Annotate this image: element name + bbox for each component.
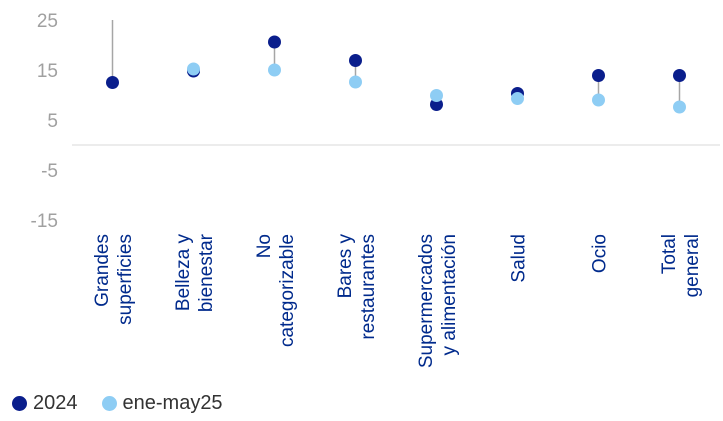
legend-marker-2024 xyxy=(12,396,27,411)
x-tick-label: Grandes superficies xyxy=(92,234,136,325)
x-tick-label: Belleza y bienestar xyxy=(173,233,217,312)
marker-ene-may25 xyxy=(187,62,200,76)
x-tick-label: Ocio xyxy=(590,234,611,273)
marker-2024 xyxy=(268,35,281,49)
y-tick-label: -15 xyxy=(31,211,58,232)
x-tick-label-line: Belleza y xyxy=(173,234,194,312)
legend-item-ene-may25: ene-may25 xyxy=(101,392,223,415)
legend-label-2024: 2024 xyxy=(33,392,78,414)
x-tick-label: Supermercados y alimentación xyxy=(416,234,460,368)
x-tick-label-line: No xyxy=(254,234,275,258)
x-tick-label: Salud xyxy=(509,234,530,283)
x-tick-label-line: superficies xyxy=(115,234,136,325)
x-tick-label-line: general xyxy=(682,234,703,297)
x-tick-label-line: restaurantes xyxy=(358,234,379,340)
marker-ene-may25 xyxy=(430,89,443,102)
data-markers xyxy=(106,35,686,114)
y-tick-label: 15 xyxy=(37,61,58,82)
x-tick-label-line: Bares y xyxy=(335,234,356,299)
x-tick-label-line: Grandes xyxy=(92,234,113,307)
x-tick-label: Bares y restaurantes xyxy=(335,234,379,340)
marker-ene-may25 xyxy=(349,75,362,89)
marker-2024 xyxy=(592,69,605,82)
marker-ene-may25 xyxy=(592,93,605,107)
x-tick-label-line: Salud xyxy=(509,234,530,283)
marker-2024 xyxy=(349,54,362,67)
marker-ene-may25 xyxy=(673,100,686,114)
x-tick-label-line: categorizable xyxy=(277,234,298,347)
y-tick-label: -5 xyxy=(41,161,58,182)
x-tick-label-line: Supermercados xyxy=(416,234,437,368)
y-axis-ticks: 25 15 5 -5 -15 xyxy=(31,11,58,232)
marker-ene-may25 xyxy=(268,63,281,77)
x-tick-label-line: bienestar xyxy=(196,233,217,312)
connector-lines xyxy=(111,20,681,107)
x-tick-label-line: y alimentación xyxy=(439,234,460,355)
x-tick-label: Total general xyxy=(659,234,703,297)
legend-label-ene-may25: ene-may25 xyxy=(122,392,223,414)
marker-2024 xyxy=(106,76,119,89)
legend-item-2024: 2024 xyxy=(12,392,78,415)
marker-2024 xyxy=(430,98,443,111)
y-tick-label: 5 xyxy=(47,111,58,132)
x-tick-label-line: Total xyxy=(659,234,680,274)
legend-marker-ene-may25 xyxy=(101,396,117,411)
x-axis-labels: Grandes superficies Belleza y bienestar No ca… xyxy=(92,233,703,368)
y-tick-label: 25 xyxy=(37,11,58,32)
x-tick-label-line: Ocio xyxy=(590,234,611,273)
legend: 2024 ene-may25 xyxy=(12,392,247,415)
x-tick-label: No categorizable xyxy=(254,234,298,347)
marker-2024 xyxy=(673,69,686,82)
marker-ene-may25 xyxy=(511,92,524,105)
